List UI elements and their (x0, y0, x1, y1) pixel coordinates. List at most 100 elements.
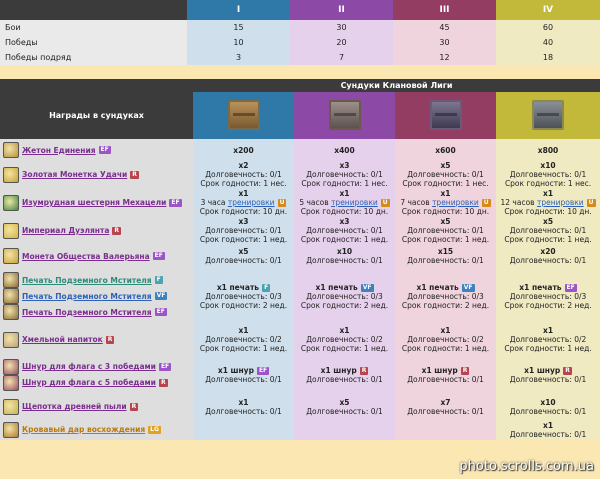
reward-item-link[interactable]: Шнур для флага с 3 победами (22, 362, 156, 371)
drink-icon[interactable] (3, 331, 19, 348)
reward-cell-tier-1: x1 печать F Долговечность: 0/3 Срок годност… (193, 268, 294, 324)
reward-item-link[interactable]: Жетон Единения (22, 145, 96, 155)
reward-cell-tier-1: x3 Долговечность: 0/1 Срок годности: 1 нед… (193, 217, 294, 244)
reward-cell-tier-4: x1 Долговечность: 0/1 (496, 419, 600, 440)
seal-icon[interactable] (3, 288, 19, 304)
reward-name-cell: Хмельной напиток R (0, 324, 193, 355)
reward-item-link[interactable]: Империал Дуэлянта (22, 226, 110, 235)
reward-head-text: x1 печать (216, 282, 260, 292)
reward-name-cell: Шнур для флага с 3 победами EF Шнур для фл… (0, 355, 193, 394)
reward-line: Долговечность: 0/3 (306, 291, 383, 301)
tier-row-label: Победы (0, 35, 187, 50)
reward-line: x5 (542, 217, 554, 226)
reward-line: Срок годности: 10 дн. (300, 207, 389, 216)
reward-line: x1 (440, 189, 451, 198)
tier-value: 12 (393, 50, 496, 65)
reward-head-text: x1 шнур (320, 365, 357, 375)
seal-icon[interactable] (3, 272, 19, 288)
reward-head: x1 печать F (193, 283, 294, 292)
rarity-badge: R (460, 366, 470, 375)
chest-silver-icon[interactable] (328, 99, 361, 130)
chest-violet-icon[interactable] (429, 99, 462, 130)
reward-name-cell: Печать Подземного Мстителя F Печать Подзем… (0, 268, 193, 324)
training-link[interactable]: тренировки (227, 198, 275, 207)
reward-name-cell: Щепотка древней пыли R (0, 394, 193, 419)
reward-item-link[interactable]: Печать Подземного Мстителя (22, 291, 152, 301)
reward-line: Долговечность: 0/1 (306, 170, 383, 179)
emerald-gear-icon[interactable] (3, 194, 19, 211)
reward-cell-tier-4: x1 печать EF Долговечность: 0/3 Срок годнос… (496, 268, 600, 324)
reward-head: x1 печать EF (496, 283, 600, 292)
reward-cell-tier-2: x1 шнур R Долговечность: 0/1 (294, 355, 395, 394)
reward-item: Золотая Монетка Удачи R (0, 166, 193, 183)
rarity-badge: R (112, 226, 122, 235)
ancient-dust-icon[interactable] (3, 398, 19, 415)
reward-head: x1 шнур R (395, 366, 496, 375)
reward-item-link[interactable]: Хмельной напиток (22, 335, 103, 344)
reward-head: x1 печать VF (395, 283, 496, 292)
rarity-badge: VF (154, 292, 168, 300)
reward-line: Срок годности: 1 нес. (301, 179, 388, 188)
reward-item-link[interactable]: Шнур для флага с 5 победами (22, 378, 156, 387)
reward-cell-tier-1: x1 Долговечность: 0/2 Срок годности: 1 нед… (193, 324, 294, 355)
training-link[interactable]: тренировки (432, 198, 479, 207)
reward-cell-tier-3: x1 шнур R Долговечность: 0/1 (395, 355, 496, 394)
tier-row-battles: Бои 15 30 45 60 (0, 20, 600, 35)
reward-cell-tier-3: x600 (395, 139, 496, 161)
reward-line: x20 (540, 247, 556, 256)
chest-gold-icon[interactable] (532, 99, 565, 130)
reward-item-link[interactable]: Щепотка древней пыли (22, 402, 127, 411)
reward-item-link[interactable]: Кровавый дар восхождения (22, 425, 146, 434)
reward-line: Срок годности: 1 нес. (402, 179, 489, 188)
reward-item: Хмельной напиток R (0, 331, 193, 348)
training-badge: U (481, 199, 491, 207)
reward-line: Долговечность: 0/1 (205, 374, 282, 384)
reward-line: Долговечность: 0/1 (306, 406, 383, 416)
watermark: photo.scrolls.com.ua (459, 459, 594, 474)
training-link[interactable]: тренировки (536, 198, 584, 207)
reward-cell-tier-3: x5 Долговечность: 0/1 Срок годности: 1 нес… (395, 161, 496, 188)
tier-header-3: III (393, 0, 496, 20)
imperial-coin-icon[interactable] (3, 222, 19, 239)
tier-row-win-streak: Победы подряд 3 7 12 18 (0, 50, 600, 65)
reward-line: x10 (540, 397, 556, 407)
reward-item: Шнур для флага с 5 победами R (0, 374, 193, 391)
reward-item-link[interactable]: Золотая Монетка Удачи (22, 170, 128, 179)
tier-value: 30 (393, 35, 496, 50)
reward-cell-tier-4: x1 Долговечность: 0/2 Срок годности: 1 нед… (496, 324, 600, 355)
reward-item-link[interactable]: Печать Подземного Мстителя (22, 275, 152, 285)
reward-cell-tier-1: x1 шнур EF Долговечность: 0/1 (193, 355, 294, 394)
reward-item-link[interactable]: Изумрудная шестерня Мехацели (22, 198, 167, 207)
reward-cell-tier-1: x2 Долговечность: 0/1 Срок годности: 1 нес… (193, 161, 294, 188)
reward-line: x15 (437, 247, 454, 256)
token-icon[interactable] (3, 142, 19, 158)
seal-icon[interactable] (3, 304, 19, 320)
tier-value: 10 (187, 35, 290, 50)
valerian-coin-icon[interactable] (3, 248, 19, 264)
reward-line: Долговечность: 0/3 (205, 291, 282, 301)
flag-cord-icon[interactable] (3, 358, 19, 375)
reward-line: x10 (336, 247, 353, 256)
blood-gift-icon[interactable] (3, 421, 19, 438)
reward-row: Кровавый дар восхождения LG x1 Долговечност… (0, 419, 600, 440)
training-link[interactable]: тренировки (331, 198, 378, 207)
reward-line: x5 (440, 161, 451, 170)
reward-line: Долговечность: 0/2 (306, 335, 383, 344)
reward-item-link[interactable]: Печать Подземного Мстителя (22, 307, 152, 317)
rarity-badge: R (158, 378, 168, 387)
gold-coin-icon[interactable] (3, 166, 19, 183)
chest-wooden-icon[interactable] (227, 99, 260, 130)
reward-item-link[interactable]: Монета Общества Валерьяна (22, 251, 150, 261)
reward-line: Долговечность: 0/1 (306, 256, 383, 265)
flag-cord-icon[interactable] (3, 374, 19, 391)
reward-cell-tier-1: x1 Долговечность: 0/1 (193, 394, 294, 419)
reward-line: Долговечность: 0/1 (205, 226, 282, 235)
tier-row-wins: Победы 10 20 30 40 (0, 35, 600, 50)
reward-line: Долговечность: 0/1 (205, 170, 282, 179)
reward-line: Долговечность: 0/1 (407, 170, 484, 179)
reward-head-text: x1 печать (519, 282, 562, 292)
reward-line: Срок годности: 1 нед. (401, 235, 490, 244)
rarity-badge: EF (152, 252, 165, 260)
chest-cell-4 (496, 92, 600, 139)
